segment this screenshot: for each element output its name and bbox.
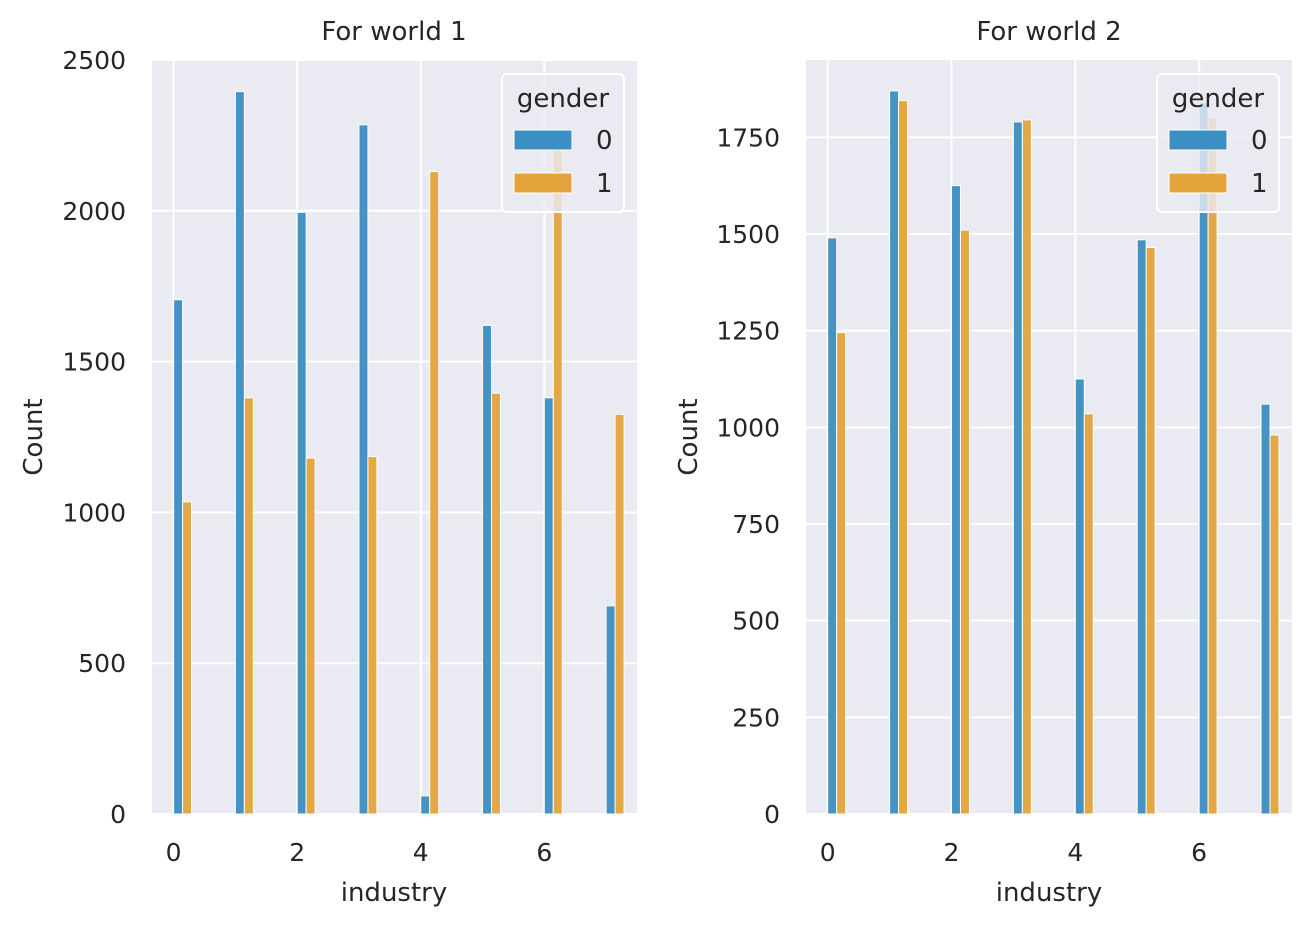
y-tick-label: 500 bbox=[732, 607, 780, 636]
bar-gender-1-industry-1 bbox=[243, 397, 254, 815]
chart-title: For world 1 bbox=[321, 17, 466, 47]
y-tick-label: 1000 bbox=[716, 413, 780, 442]
bar-gender-0-industry-5 bbox=[482, 324, 493, 815]
x-tick-label: 6 bbox=[1191, 838, 1207, 867]
x-tick-label: 4 bbox=[413, 838, 429, 867]
legend-entry-1: 1 bbox=[1251, 169, 1268, 199]
bar-gender-1-industry-0 bbox=[836, 332, 847, 815]
x-tick-label: 2 bbox=[289, 838, 305, 867]
bar-gender-1-industry-3 bbox=[367, 456, 378, 815]
y-tick-label: 750 bbox=[732, 510, 780, 539]
x-tick-label: 4 bbox=[1067, 838, 1083, 867]
subplot-world-1: 0 500 1000 1500 2000 2500 0 2 4 6 For world 1 in… bbox=[19, 17, 637, 908]
legend-title: gender bbox=[517, 84, 609, 114]
x-tick-labels: 0 2 4 6 bbox=[166, 838, 553, 867]
y-tick-labels: 0 500 1000 1500 2000 2500 bbox=[62, 46, 126, 829]
bar-gender-1-industry-3 bbox=[1021, 119, 1032, 815]
x-tick-label: 2 bbox=[944, 838, 960, 867]
bar-gender-1-industry-2 bbox=[959, 229, 970, 815]
y-tick-label: 2000 bbox=[62, 197, 126, 226]
y-tick-label: 1500 bbox=[716, 220, 780, 249]
bar-gender-0-industry-5 bbox=[1136, 239, 1147, 815]
bar-gender-1-industry-5 bbox=[1145, 247, 1156, 815]
bar-gender-0-industry-3 bbox=[358, 124, 369, 815]
subplot-world-2: 0 250 500 750 1000 1250 1500 1750 0 2 4 6 For worl… bbox=[674, 17, 1292, 908]
y-tick-label: 0 bbox=[110, 800, 126, 829]
y-tick-label: 1500 bbox=[62, 348, 126, 377]
legend-title: gender bbox=[1172, 84, 1264, 114]
y-tick-labels: 0 250 500 750 1000 1250 1500 1750 bbox=[716, 123, 780, 829]
bar-gender-1-industry-5 bbox=[491, 392, 501, 815]
legend-entry-0: 0 bbox=[596, 126, 613, 156]
bars bbox=[827, 90, 1280, 815]
y-tick-label: 250 bbox=[732, 703, 780, 732]
x-axis-label: industry bbox=[996, 878, 1103, 908]
bar-gender-1-industry-0 bbox=[182, 501, 193, 815]
legend-swatch-0 bbox=[1168, 129, 1228, 151]
y-tick-label: 1750 bbox=[716, 123, 780, 152]
bars bbox=[173, 91, 625, 815]
bar-gender-0-industry-4 bbox=[1074, 378, 1085, 815]
y-tick-label: 1250 bbox=[716, 317, 780, 346]
bar-gender-1-industry-1 bbox=[898, 100, 909, 815]
legend-entry-1: 1 bbox=[596, 169, 613, 199]
bar-gender-0-industry-2 bbox=[296, 211, 307, 815]
bar-gender-0-industry-2 bbox=[950, 185, 961, 815]
y-tick-label: 0 bbox=[764, 800, 780, 829]
bar-gender-1-industry-4 bbox=[1083, 413, 1094, 815]
legend-swatch-1 bbox=[513, 172, 573, 194]
legend-swatch-0 bbox=[513, 129, 573, 151]
bar-gender-0-industry-7 bbox=[1260, 403, 1271, 815]
y-axis-label: Count bbox=[674, 398, 704, 475]
bar-gender-0-industry-1 bbox=[889, 90, 900, 815]
bar-gender-1-industry-6 bbox=[1207, 117, 1218, 815]
x-tick-labels: 0 2 4 6 bbox=[820, 838, 1207, 867]
bar-gender-1-industry-4 bbox=[429, 171, 440, 815]
x-tick-label: 0 bbox=[820, 838, 836, 867]
bar-gender-0-industry-0 bbox=[173, 299, 184, 815]
legend: gender 0 1 bbox=[1156, 73, 1280, 213]
y-tick-label: 1000 bbox=[62, 498, 126, 527]
x-tick-label: 6 bbox=[536, 838, 552, 867]
legend-swatch-1 bbox=[1168, 172, 1228, 194]
bar-gender-0-industry-7 bbox=[605, 605, 616, 815]
bar-gender-1-industry-2 bbox=[305, 457, 316, 815]
bar-gender-0-industry-3 bbox=[1012, 121, 1023, 815]
bar-gender-1-industry-7 bbox=[614, 413, 625, 815]
bar-gender-0-industry-4 bbox=[420, 795, 431, 815]
y-axis-label: Count bbox=[19, 398, 49, 475]
bar-gender-0-industry-1 bbox=[234, 91, 245, 815]
y-tick-label: 2500 bbox=[62, 46, 126, 75]
chart-title: For world 2 bbox=[976, 17, 1121, 47]
legend-entry-0: 0 bbox=[1251, 126, 1268, 156]
bar-gender-1-industry-6 bbox=[552, 139, 563, 815]
y-tick-label: 500 bbox=[78, 649, 126, 678]
legend: gender 0 1 bbox=[501, 73, 625, 213]
bar-gender-0-industry-0 bbox=[827, 237, 838, 815]
bar-gender-1-industry-7 bbox=[1269, 434, 1280, 815]
bar-gender-0-industry-6 bbox=[543, 397, 554, 815]
x-axis-label: industry bbox=[341, 878, 448, 908]
x-tick-label: 0 bbox=[166, 838, 182, 867]
